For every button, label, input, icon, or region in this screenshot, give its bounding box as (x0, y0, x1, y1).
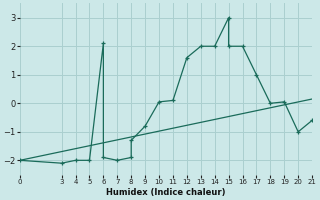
X-axis label: Humidex (Indice chaleur): Humidex (Indice chaleur) (106, 188, 226, 197)
